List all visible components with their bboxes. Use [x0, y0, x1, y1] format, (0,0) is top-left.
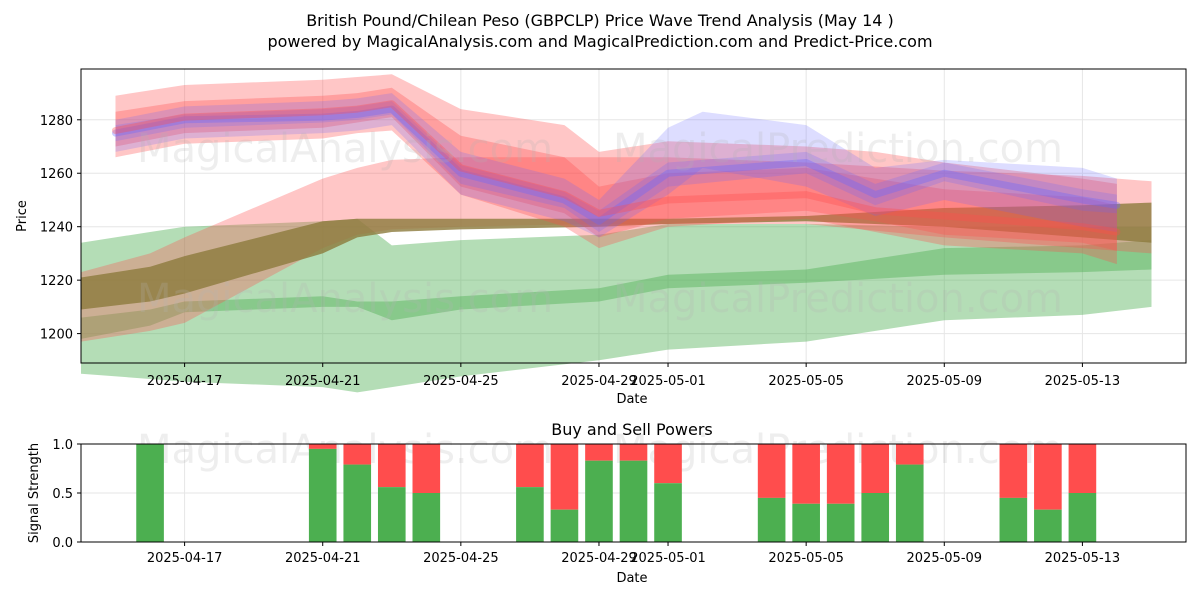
- price-x-tick-label: 2025-04-17: [147, 374, 223, 389]
- sell-bar: [516, 444, 544, 488]
- watermark-left-mid: MagicalAnalysis.com: [137, 276, 553, 322]
- buy-bar: [412, 493, 441, 542]
- signal-x-tick-label: 2025-05-01: [630, 551, 706, 566]
- buy-bar: [343, 464, 372, 542]
- price-x-tick-label: 2025-04-29: [561, 374, 637, 389]
- buy-bar: [550, 509, 579, 542]
- buy-bar: [861, 493, 890, 542]
- buy-bar: [792, 503, 820, 542]
- buy-bar: [585, 460, 613, 542]
- watermark-left-top: MagicalAnalysis.com: [137, 126, 553, 172]
- sell-bar: [999, 444, 1028, 498]
- signal-x-tick-label: 2025-05-13: [1045, 551, 1121, 566]
- sell-bar: [654, 444, 682, 484]
- sell-bar: [377, 444, 406, 488]
- price-y-tick-label: 1200: [40, 328, 73, 343]
- signal-x-tick-label: 2025-04-29: [561, 551, 637, 566]
- signal-y-axis-label: Signal Strength: [27, 443, 42, 543]
- price-y-tick-label: 1240: [40, 221, 73, 236]
- price-x-tick-label: 2025-05-05: [768, 374, 844, 389]
- signal-y-tick-label: 1.0: [52, 438, 73, 453]
- price-y-tick-label: 1260: [40, 167, 73, 182]
- price-plot-area: [81, 74, 1152, 393]
- sell-bar: [757, 444, 786, 498]
- sell-bar: [792, 444, 820, 504]
- price-y-tick-label: 1220: [40, 274, 73, 289]
- buy-bar: [757, 497, 786, 542]
- sell-bar: [1068, 444, 1097, 493]
- buy-bar: [1068, 493, 1097, 542]
- signal-chart-title: Buy and Sell Powers: [551, 420, 713, 439]
- sell-bar: [1034, 444, 1062, 510]
- price-band-green: [81, 240, 1152, 339]
- price-x-tick-label: 2025-04-25: [423, 374, 499, 389]
- price-band-red: [115, 74, 1117, 265]
- sell-bar: [861, 444, 890, 493]
- sell-bar: [343, 444, 372, 465]
- signal-x-tick-label: 2025-05-09: [907, 551, 983, 566]
- price-band-brown: [81, 202, 1152, 310]
- signal-x-tick-label: 2025-04-25: [423, 551, 499, 566]
- signal-y-tick-label: 0.5: [52, 487, 73, 502]
- sell-bar: [412, 444, 441, 493]
- price-wave-line-blue: [112, 105, 1121, 225]
- watermark-right-mid: MagicalPrediction.com: [613, 276, 1063, 322]
- price-wave-line-red: [112, 100, 1121, 236]
- price-y-tick-label: 1280: [40, 114, 73, 129]
- sell-bar: [619, 444, 648, 461]
- sell-bar: [585, 444, 613, 461]
- figure-title-line1: British Pound/Chilean Peso (GBPCLP) Pric…: [306, 11, 894, 30]
- buy-bar: [895, 464, 924, 542]
- price-x-axis-label: Date: [616, 392, 647, 407]
- price-x-tick-label: 2025-05-01: [630, 374, 706, 389]
- signal-x-tick-label: 2025-05-05: [768, 551, 844, 566]
- price-grid: [81, 69, 1186, 363]
- price-axes-frame: [80, 68, 1187, 364]
- price-x-tick-label: 2025-05-09: [907, 374, 983, 389]
- buy-bar: [308, 448, 337, 542]
- buy-bar: [619, 460, 648, 542]
- buy-bar: [826, 503, 855, 542]
- buy-bar: [654, 483, 682, 542]
- signal-x-tick-label: 2025-04-21: [285, 551, 361, 566]
- buy-bar: [516, 487, 544, 542]
- signal-y-tick-label: 0.0: [52, 536, 73, 551]
- buy-bar: [999, 497, 1028, 542]
- sell-bar: [550, 444, 579, 510]
- price-band-red: [81, 157, 1152, 342]
- price-x-tick-label: 2025-04-21: [285, 374, 361, 389]
- sell-bar: [826, 444, 855, 504]
- sell-bar: [308, 444, 337, 449]
- price-band-blue: [115, 101, 1117, 232]
- watermark-right-top: MagicalPrediction.com: [613, 126, 1063, 172]
- buy-bar: [1034, 509, 1062, 542]
- price-band-blue: [115, 93, 1117, 238]
- figure-title-line2: powered by MagicalAnalysis.com and Magic…: [267, 32, 932, 51]
- signal-x-axis-label: Date: [616, 571, 647, 586]
- price-x-tick-label: 2025-05-13: [1045, 374, 1121, 389]
- price-band-red: [115, 87, 1117, 251]
- price-band-green: [81, 218, 1152, 393]
- price-y-axis-label: Price: [15, 200, 30, 232]
- price-ticks: 2025-04-17 2025-04-21 2025-04-25 2025-04-29…: [40, 114, 1120, 389]
- signal-plot-area: [136, 444, 1097, 542]
- sell-bar: [895, 444, 924, 465]
- buy-bar: [136, 444, 164, 542]
- buy-bar: [377, 487, 406, 542]
- signal-x-tick-label: 2025-04-17: [147, 551, 223, 566]
- signal-ticks: 2025-04-17 2025-04-21 2025-04-25 2025-04-29…: [52, 438, 1120, 566]
